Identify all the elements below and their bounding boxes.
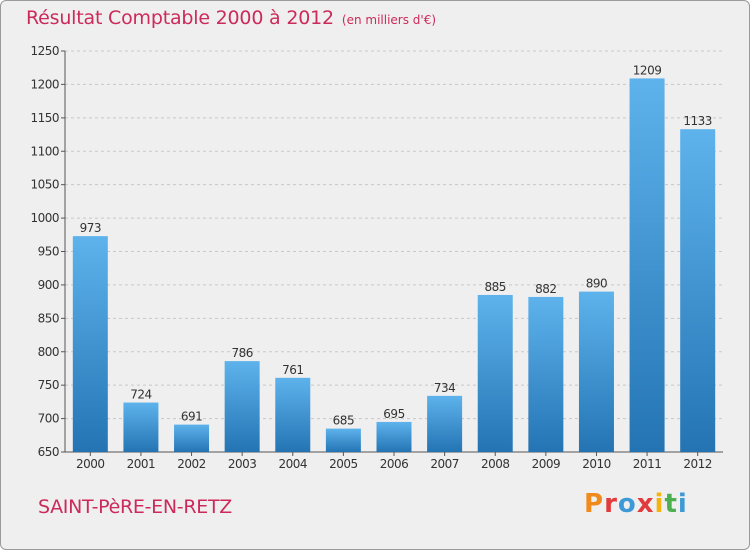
x-tick-label: 2009 [532, 457, 561, 471]
x-tick-label: 2005 [329, 457, 358, 471]
y-tick-label: 800 [38, 345, 59, 359]
bar-value-label: 882 [535, 282, 556, 296]
y-tick-label: 850 [38, 311, 59, 325]
y-tick-label: 900 [38, 278, 59, 292]
bar-value-label: 786 [231, 346, 252, 360]
bar-2001 [123, 402, 159, 452]
x-tick-label: 2001 [127, 457, 156, 471]
x-tick-label: 2008 [481, 457, 510, 471]
logo-letter: o [617, 489, 637, 519]
y-tick-label: 950 [38, 245, 59, 259]
bar-value-label: 691 [181, 410, 202, 424]
y-tick-label: 1050 [30, 178, 59, 192]
bar-2012 [680, 129, 716, 452]
x-tick-label: 2006 [380, 457, 409, 471]
chart-unit: (en milliers d'€) [341, 13, 437, 27]
y-tick-label: 650 [38, 445, 59, 459]
y-tick-label: 1000 [30, 211, 59, 225]
x-tick-label: 2012 [683, 457, 712, 471]
bar-value-label: 734 [434, 381, 455, 395]
y-tick-label: 1150 [30, 111, 59, 125]
logo-letter: x [636, 489, 655, 519]
bar-value-label: 695 [383, 407, 404, 421]
grid-lines [65, 50, 723, 420]
proxiti-logo[interactable]: Proxiti [584, 489, 688, 519]
bar-2004 [275, 377, 311, 452]
bar-2011 [629, 78, 665, 452]
y-tick-label: 1200 [30, 77, 59, 91]
bar-2010 [578, 291, 614, 452]
x-tick-label: 2004 [278, 457, 307, 471]
y-tick-label: 750 [38, 378, 59, 392]
x-tick-label: 2011 [633, 457, 662, 471]
logo-letter: i [654, 489, 665, 519]
bar-value-label: 973 [80, 221, 101, 235]
chart-title: Résultat Comptable 2000 à 2012 (en millie… [26, 7, 436, 29]
bar-value-label: 1209 [633, 63, 662, 77]
bars [72, 78, 716, 452]
axes: 650 700 750 800 850 900 950 1000 1050 1100 1150 120… [30, 44, 723, 471]
logo-letter: P [584, 489, 605, 519]
data-labels: 973 724 691 786 761 685 695 734 885 882 890 1209 113… [80, 63, 713, 428]
x-tick-label: 2003 [228, 457, 257, 471]
x-tick-label: 2000 [76, 457, 105, 471]
bar-2005 [325, 428, 361, 452]
bar-value-label: 761 [282, 363, 303, 377]
x-tick-label: 2002 [177, 457, 206, 471]
bar-2008 [477, 294, 513, 452]
logo-letter: i [677, 489, 688, 519]
bar-2003 [224, 361, 260, 452]
logo-letter: r [604, 489, 618, 519]
x-tick-label: 2007 [430, 457, 459, 471]
bar-value-label: 885 [485, 280, 506, 294]
bar-value-label: 1133 [683, 114, 712, 128]
bar-2009 [528, 296, 564, 452]
chart-title-text: Résultat Comptable 2000 à 2012 [26, 7, 334, 29]
logo-letter: t [664, 489, 678, 519]
x-tick-label: 2010 [582, 457, 611, 471]
y-tick-label: 700 [38, 412, 59, 426]
place-name: SAINT-PèRE-EN-RETZ [38, 496, 232, 518]
y-tick-label: 1100 [30, 144, 59, 158]
bar-value-label: 890 [586, 277, 607, 291]
bar-value-label: 685 [333, 414, 354, 428]
y-tick-label: 1250 [30, 44, 59, 58]
bar-2006 [376, 421, 412, 452]
bar-2002 [174, 424, 210, 452]
bar-2007 [427, 395, 463, 452]
bar-2000 [72, 236, 108, 452]
bar-value-label: 724 [130, 388, 151, 402]
